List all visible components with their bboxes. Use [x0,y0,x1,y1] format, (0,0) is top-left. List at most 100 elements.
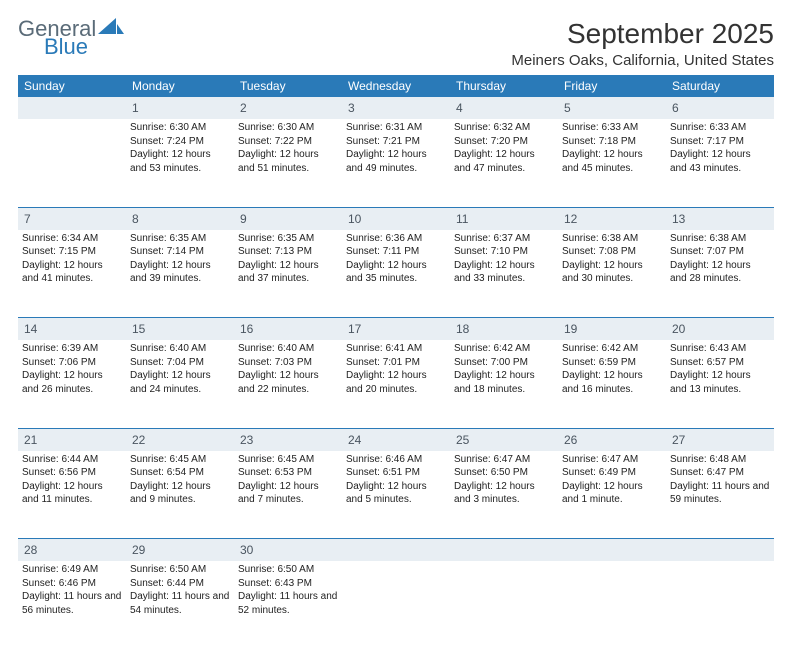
sunset-line: Sunset: 6:49 PM [562,466,662,480]
day-number-cell: 26 [558,428,666,451]
daylight-line: Daylight: 11 hours and 52 minutes. [238,590,338,617]
day-number-cell: 8 [126,207,234,230]
day-number: 7 [24,212,31,226]
daylight-line: Daylight: 12 hours and 5 minutes. [346,480,446,507]
day-number: 5 [564,101,571,115]
day-number-cell: 20 [666,318,774,341]
day-cell: Sunrise: 6:43 AMSunset: 6:57 PMDaylight:… [666,340,774,428]
day-number-cell: 18 [450,318,558,341]
sunset-line: Sunset: 6:46 PM [22,577,122,591]
sunrise-line: Sunrise: 6:43 AM [670,342,770,356]
sunset-line: Sunset: 7:06 PM [22,356,122,370]
sunrise-line: Sunrise: 6:37 AM [454,232,554,246]
day-info: Sunrise: 6:33 AMSunset: 7:17 PMDaylight:… [670,121,770,175]
day-number-cell: 12 [558,207,666,230]
sunset-line: Sunset: 6:53 PM [238,466,338,480]
sunset-line: Sunset: 7:17 PM [670,135,770,149]
day-info: Sunrise: 6:47 AMSunset: 6:50 PMDaylight:… [454,453,554,507]
daylight-line: Daylight: 12 hours and 53 minutes. [130,148,230,175]
day-cell: Sunrise: 6:37 AMSunset: 7:10 PMDaylight:… [450,230,558,318]
daylight-line: Daylight: 12 hours and 33 minutes. [454,259,554,286]
day-content-row: Sunrise: 6:39 AMSunset: 7:06 PMDaylight:… [18,340,774,428]
day-cell: Sunrise: 6:41 AMSunset: 7:01 PMDaylight:… [342,340,450,428]
day-info: Sunrise: 6:40 AMSunset: 7:04 PMDaylight:… [130,342,230,396]
sunrise-line: Sunrise: 6:34 AM [22,232,122,246]
day-cell: Sunrise: 6:32 AMSunset: 7:20 PMDaylight:… [450,119,558,207]
day-content-row: Sunrise: 6:49 AMSunset: 6:46 PMDaylight:… [18,561,774,649]
daylight-line: Daylight: 12 hours and 1 minute. [562,480,662,507]
day-cell: Sunrise: 6:34 AMSunset: 7:15 PMDaylight:… [18,230,126,318]
day-cell: Sunrise: 6:30 AMSunset: 7:24 PMDaylight:… [126,119,234,207]
day-cell: Sunrise: 6:50 AMSunset: 6:44 PMDaylight:… [126,561,234,649]
daylight-line: Daylight: 12 hours and 16 minutes. [562,369,662,396]
weekday-header: Sunday [18,75,126,97]
sunrise-line: Sunrise: 6:31 AM [346,121,446,135]
header: General Blue September 2025 Meiners Oaks… [18,18,774,69]
weekday-header: Wednesday [342,75,450,97]
day-cell: Sunrise: 6:38 AMSunset: 7:07 PMDaylight:… [666,230,774,318]
daylight-line: Daylight: 12 hours and 7 minutes. [238,480,338,507]
day-number-cell: 19 [558,318,666,341]
day-info: Sunrise: 6:32 AMSunset: 7:20 PMDaylight:… [454,121,554,175]
weekday-header: Saturday [666,75,774,97]
day-number-row: 14151617181920 [18,318,774,341]
daylight-line: Daylight: 12 hours and 47 minutes. [454,148,554,175]
day-cell: Sunrise: 6:36 AMSunset: 7:11 PMDaylight:… [342,230,450,318]
day-number-cell: 28 [18,539,126,562]
daylight-line: Daylight: 12 hours and 43 minutes. [670,148,770,175]
sunset-line: Sunset: 6:44 PM [130,577,230,591]
sunset-line: Sunset: 7:20 PM [454,135,554,149]
day-number-cell: 13 [666,207,774,230]
daylight-line: Daylight: 12 hours and 37 minutes. [238,259,338,286]
day-number-cell [666,539,774,562]
weekday-header: Tuesday [234,75,342,97]
sunrise-line: Sunrise: 6:47 AM [562,453,662,467]
day-number-row: 282930 [18,539,774,562]
day-cell [666,561,774,649]
day-number-cell [18,97,126,119]
sunset-line: Sunset: 7:07 PM [670,245,770,259]
sunrise-line: Sunrise: 6:40 AM [130,342,230,356]
sunrise-line: Sunrise: 6:33 AM [670,121,770,135]
day-info: Sunrise: 6:45 AMSunset: 6:54 PMDaylight:… [130,453,230,507]
day-number-cell [558,539,666,562]
day-number: 6 [672,101,679,115]
daylight-line: Daylight: 12 hours and 49 minutes. [346,148,446,175]
sunset-line: Sunset: 7:11 PM [346,245,446,259]
logo: General Blue [18,18,124,58]
day-number: 17 [348,322,361,336]
location: Meiners Oaks, California, United States [511,52,774,69]
day-cell: Sunrise: 6:40 AMSunset: 7:03 PMDaylight:… [234,340,342,428]
daylight-line: Daylight: 12 hours and 26 minutes. [22,369,122,396]
day-number-cell: 22 [126,428,234,451]
day-cell: Sunrise: 6:38 AMSunset: 7:08 PMDaylight:… [558,230,666,318]
day-cell: Sunrise: 6:42 AMSunset: 6:59 PMDaylight:… [558,340,666,428]
day-content-row: Sunrise: 6:44 AMSunset: 6:56 PMDaylight:… [18,451,774,539]
sunset-line: Sunset: 7:15 PM [22,245,122,259]
sunrise-line: Sunrise: 6:39 AM [22,342,122,356]
sunset-line: Sunset: 7:00 PM [454,356,554,370]
day-number-cell: 21 [18,428,126,451]
day-number-cell: 6 [666,97,774,119]
day-number: 3 [348,101,355,115]
daylight-line: Daylight: 12 hours and 3 minutes. [454,480,554,507]
day-info: Sunrise: 6:30 AMSunset: 7:22 PMDaylight:… [238,121,338,175]
day-number: 11 [456,212,468,226]
sunrise-line: Sunrise: 6:50 AM [238,563,338,577]
daylight-line: Daylight: 12 hours and 30 minutes. [562,259,662,286]
day-cell: Sunrise: 6:48 AMSunset: 6:47 PMDaylight:… [666,451,774,539]
day-cell: Sunrise: 6:30 AMSunset: 7:22 PMDaylight:… [234,119,342,207]
day-info: Sunrise: 6:49 AMSunset: 6:46 PMDaylight:… [22,563,122,617]
day-info: Sunrise: 6:45 AMSunset: 6:53 PMDaylight:… [238,453,338,507]
day-info: Sunrise: 6:50 AMSunset: 6:43 PMDaylight:… [238,563,338,617]
day-number-cell: 4 [450,97,558,119]
sunrise-line: Sunrise: 6:30 AM [238,121,338,135]
day-number-cell: 17 [342,318,450,341]
daylight-line: Daylight: 12 hours and 35 minutes. [346,259,446,286]
day-cell: Sunrise: 6:42 AMSunset: 7:00 PMDaylight:… [450,340,558,428]
day-info: Sunrise: 6:38 AMSunset: 7:08 PMDaylight:… [562,232,662,286]
day-number-cell: 5 [558,97,666,119]
day-cell: Sunrise: 6:40 AMSunset: 7:04 PMDaylight:… [126,340,234,428]
daylight-line: Daylight: 12 hours and 28 minutes. [670,259,770,286]
sunrise-line: Sunrise: 6:35 AM [238,232,338,246]
